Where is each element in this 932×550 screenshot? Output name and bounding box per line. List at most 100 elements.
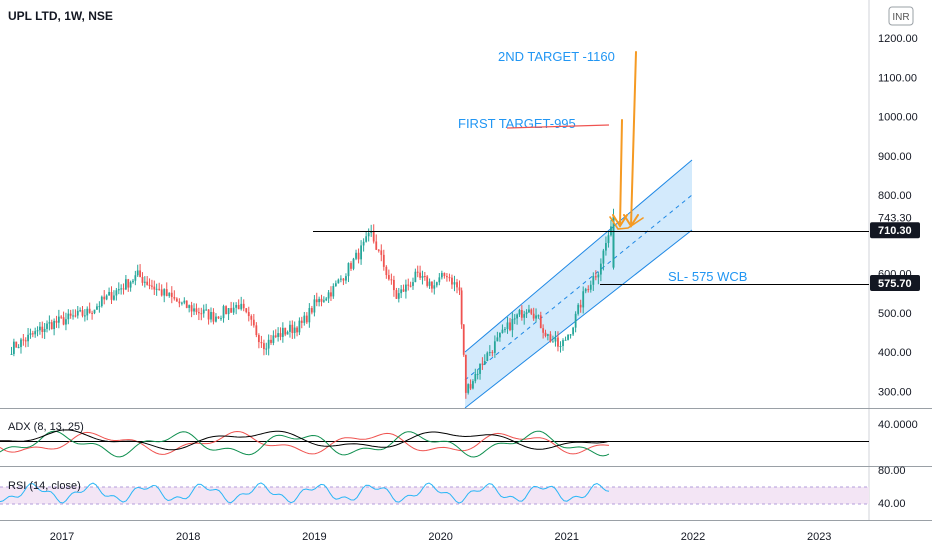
target-arrows[interactable] <box>609 51 644 230</box>
candle-body <box>511 318 514 331</box>
candle-body <box>291 324 294 333</box>
candle-body <box>397 293 400 299</box>
time-axis[interactable]: 2017 2018 2019 2020 2021 2022 2023 <box>50 531 832 543</box>
candle-body <box>55 320 58 323</box>
candle-body <box>382 254 385 267</box>
candle-body <box>426 276 429 286</box>
candle-body <box>340 278 342 280</box>
candle-body <box>60 316 63 318</box>
candle-body <box>305 315 308 323</box>
candle-body <box>387 275 390 280</box>
candle-body <box>518 310 521 315</box>
candle-body <box>134 275 137 281</box>
candle-body <box>342 278 345 281</box>
candle-body <box>110 291 113 300</box>
candle-body <box>554 337 557 342</box>
candle-body <box>377 249 380 251</box>
candle-body <box>24 340 27 342</box>
candle-body <box>88 308 91 313</box>
candle-body <box>488 352 491 354</box>
candle-body <box>235 304 238 308</box>
candle-body <box>193 308 195 312</box>
candle-body <box>62 317 65 325</box>
channel-mid-line[interactable] <box>464 194 693 381</box>
candle-body <box>456 282 458 288</box>
regression-channel[interactable] <box>464 159 693 409</box>
candle-body <box>17 347 20 349</box>
first-target-annotation[interactable]: FIRST TARGET-995 <box>458 116 576 131</box>
candle-body <box>535 315 537 319</box>
rsi-tick-80: 80.00 <box>878 465 906 477</box>
price-label: 710.30 <box>878 225 912 237</box>
price-tick-label: 1100.00 <box>878 72 917 84</box>
candle-body <box>281 327 284 337</box>
candle-body <box>168 292 171 296</box>
di-plus-line <box>0 430 610 458</box>
candle-body <box>129 282 132 288</box>
candle-body <box>612 216 615 268</box>
candle-body <box>537 315 540 317</box>
candle-body <box>443 272 446 277</box>
candle-body <box>404 284 407 292</box>
candle-body <box>546 334 549 336</box>
candle-body <box>247 312 250 317</box>
candle-body <box>493 341 496 353</box>
candle-body <box>390 279 393 281</box>
candle-body <box>108 291 110 296</box>
time-tick-label: 2022 <box>681 531 705 543</box>
candle-body <box>212 312 215 322</box>
candle-body <box>22 339 25 341</box>
candle-body <box>286 331 289 335</box>
candle-body <box>103 296 106 300</box>
rsi-band <box>0 487 869 504</box>
candle-body <box>65 319 67 325</box>
candle-body <box>225 306 227 315</box>
adx-legend[interactable]: ADX (8, 13, 25) <box>8 421 84 433</box>
candle-body <box>448 277 451 279</box>
rsi-legend[interactable]: RSI (14, close) <box>8 480 81 492</box>
candle-body <box>589 284 592 290</box>
candle-body <box>227 308 230 315</box>
candle-body <box>46 323 48 329</box>
candle-body <box>310 308 313 313</box>
price-axis[interactable]: 1200.001100.001000.00900.00800.00600.005… <box>870 33 920 398</box>
channel-lower-line[interactable] <box>464 229 693 409</box>
candle-body <box>564 339 567 341</box>
candle-body <box>362 241 365 246</box>
price-tick-label: 500.00 <box>878 308 912 320</box>
second-target-annotation[interactable]: 2ND TARGET -1160 <box>498 49 615 64</box>
candle-body <box>279 333 282 337</box>
candle-body <box>407 284 410 286</box>
stop-loss-annotation[interactable]: SL- 575 WCB <box>668 269 747 284</box>
candle-body <box>491 352 494 354</box>
candle-body <box>124 279 127 290</box>
candle-body <box>599 263 602 275</box>
di-minus-line <box>0 430 610 455</box>
candle-body <box>462 324 465 355</box>
candle-body <box>467 384 470 393</box>
candle-body <box>433 285 436 289</box>
symbol-title: UPL LTD, 1W, NSE <box>8 9 113 23</box>
candle-body <box>460 290 463 325</box>
time-tick-label: 2017 <box>50 531 74 543</box>
candle-body <box>232 307 235 313</box>
candle-body <box>577 304 580 314</box>
candle-body <box>93 309 96 314</box>
candle-body <box>215 316 217 322</box>
candle-body <box>472 381 474 389</box>
currency-badge[interactable]: INR <box>888 6 914 26</box>
candle-body <box>200 313 203 315</box>
rsi-panel: RSI (14, close) 80.00 40.00 <box>0 465 906 510</box>
candle-body <box>298 320 301 333</box>
candle-body <box>318 298 321 303</box>
candle-body <box>210 312 212 320</box>
first-target-underline <box>506 124 610 129</box>
channel-upper-line[interactable] <box>464 159 693 353</box>
time-tick-label: 2018 <box>176 531 200 543</box>
candle-body <box>272 335 275 343</box>
candle-body <box>458 287 461 291</box>
price-label: 575.70 <box>878 278 912 290</box>
candle-body <box>263 343 265 350</box>
candle-body <box>39 326 41 331</box>
candle-body <box>289 324 291 332</box>
